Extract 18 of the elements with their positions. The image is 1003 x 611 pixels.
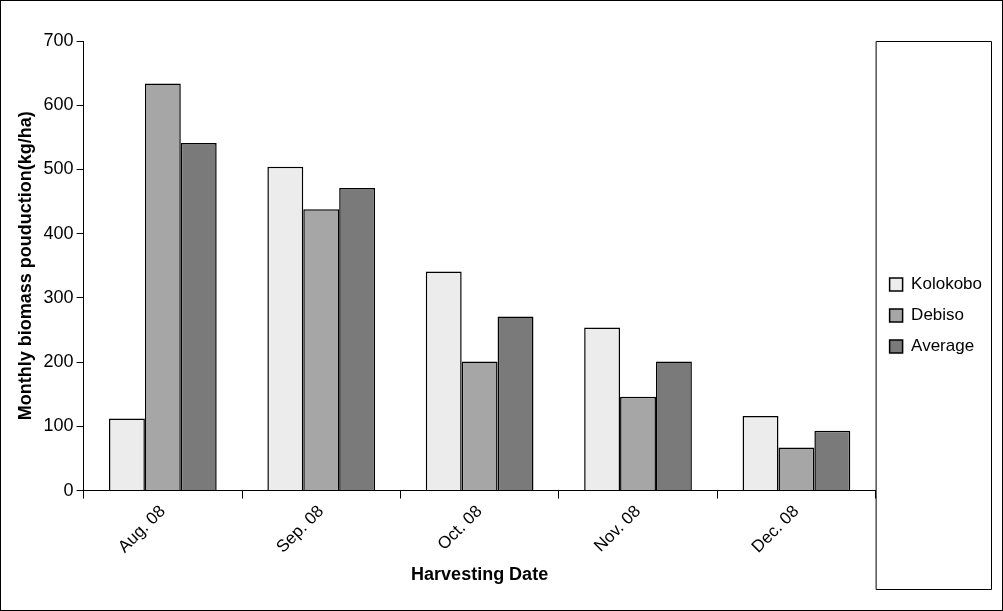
legend-label: Average	[911, 336, 975, 356]
legend-label: Kolokobo	[911, 274, 982, 294]
x-tick-label: Aug. 08	[114, 501, 169, 557]
y-tick-label: 300	[43, 286, 74, 307]
x-tick-label: Nov. 08	[590, 501, 645, 556]
y-tick-label: 500	[43, 158, 74, 179]
y-tick-label: 700	[43, 29, 74, 50]
y-tick-label: 0	[63, 479, 74, 500]
x-tick-label: Sep. 08	[272, 501, 328, 557]
y-tick-label: 400	[43, 222, 74, 243]
legend-label: Debiso	[911, 305, 965, 325]
y-tick-label: 200	[43, 351, 74, 372]
y-axis-title: Monthly biomass pouduction(kg/ha)	[14, 111, 35, 421]
y-tick-label: 100	[43, 415, 74, 436]
x-tick-label: Dec. 08	[747, 501, 803, 557]
x-axis-title: Harvesting Date	[411, 564, 549, 585]
x-tick-label: Oct. 08	[433, 501, 486, 554]
y-tick-label: 600	[43, 94, 74, 115]
